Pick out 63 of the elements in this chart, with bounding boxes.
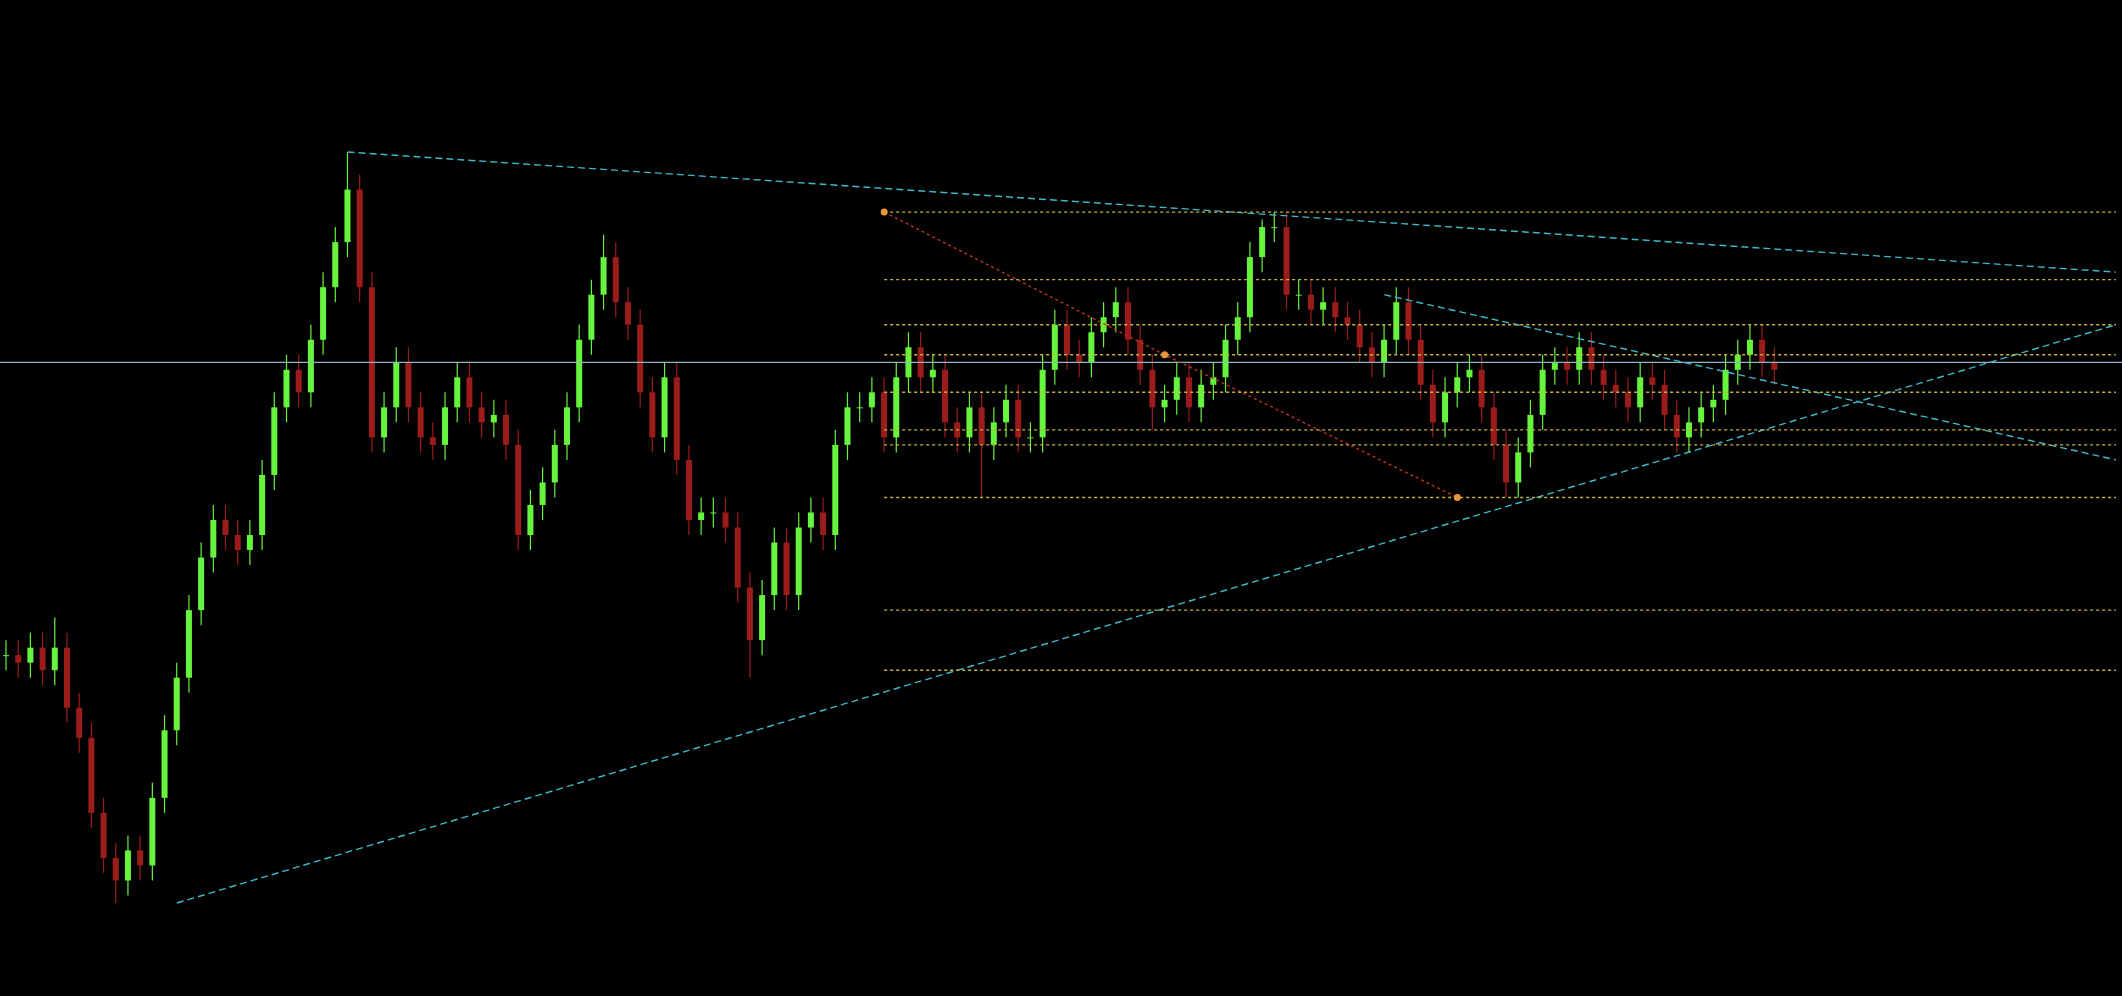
candlestick: [1612, 369, 1619, 408]
candlestick: [1100, 301, 1107, 348]
candlestick: [1332, 286, 1339, 333]
candlestick: [1588, 331, 1595, 386]
candlestick: [1344, 301, 1351, 341]
candlestick: [1685, 406, 1692, 453]
candlestick: [1381, 324, 1388, 378]
candlestick: [929, 354, 936, 393]
candlestick: [1295, 279, 1302, 311]
candlestick: [1759, 324, 1766, 378]
candlestick: [478, 391, 485, 438]
candlestick: [1746, 324, 1753, 371]
candlestick: [954, 406, 961, 453]
candlestick: [429, 421, 436, 461]
candlestick: [1600, 354, 1607, 401]
candlestick: [807, 496, 814, 544]
candlestick: [51, 617, 58, 686]
candlestick: [1027, 421, 1034, 453]
candlestick: [1271, 211, 1278, 243]
candlestick: [624, 286, 631, 341]
candlestick: [1210, 361, 1217, 401]
candlestick: [246, 519, 253, 566]
candlestick: [1576, 331, 1583, 386]
candlestick: [1234, 301, 1241, 356]
candlestick: [1649, 361, 1656, 401]
candlestick: [1454, 361, 1461, 408]
candlestick: [27, 632, 34, 679]
candlestick: [137, 834, 144, 882]
candlestick: [698, 496, 705, 536]
candlestick: [1564, 346, 1571, 386]
candlestick: [222, 504, 229, 551]
candlestick: [1673, 399, 1680, 453]
candlestick: [1368, 331, 1375, 378]
candlestick: [234, 519, 241, 566]
candlestick: [112, 842, 119, 904]
candlestick: [1466, 354, 1473, 393]
candlestick: [539, 466, 546, 521]
candlestick: [1161, 384, 1168, 423]
candlestick: [15, 639, 22, 679]
candlestick: [1710, 384, 1717, 423]
candlestick: [990, 406, 997, 461]
candlestick: [868, 376, 875, 423]
candlestick: [1320, 286, 1327, 326]
candlestick: [1734, 339, 1741, 386]
candlestick: [722, 496, 729, 544]
candlestick: [856, 391, 863, 423]
candlestick: [490, 399, 497, 438]
candlestick: [1198, 369, 1205, 423]
candlestick: [39, 632, 46, 686]
candlestick: [1112, 286, 1119, 333]
candlestick: [820, 496, 827, 551]
candlestick: [1698, 391, 1705, 438]
candlestick: [710, 496, 717, 529]
candlestick: [1771, 346, 1778, 386]
candlestick: [1307, 279, 1314, 326]
candlestick: [3, 639, 9, 671]
candlestick: [295, 354, 302, 408]
candlestick: [1076, 339, 1083, 378]
candlestick: [1003, 384, 1010, 438]
candlestick: [1173, 361, 1180, 416]
candlestick: [1551, 346, 1558, 386]
candlestick: [1624, 376, 1631, 423]
candlestick: [1356, 309, 1363, 363]
